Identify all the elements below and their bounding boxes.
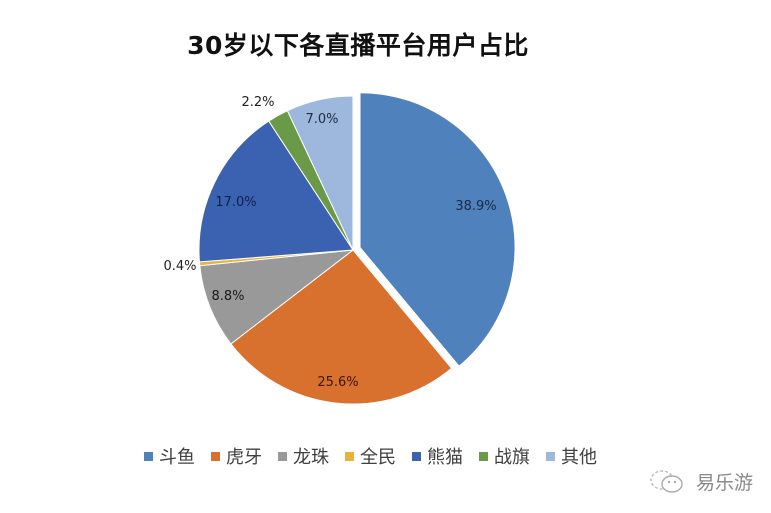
- pie-slice-3: [199, 249, 355, 345]
- legend-swatch-icon: [412, 451, 421, 461]
- legend-item: 熊猫: [412, 443, 463, 469]
- slice-label: 38.9%: [455, 199, 496, 214]
- pie-slice-7: [286, 95, 354, 251]
- legend-label: 虎牙: [226, 447, 262, 468]
- legend-label: 战旗: [494, 447, 530, 468]
- legend-swatch-icon: [345, 451, 354, 461]
- legend-item: 战旗: [479, 443, 530, 469]
- slice-label: 7.0%: [305, 112, 338, 127]
- legend-label: 斗鱼: [159, 447, 195, 468]
- legend-item: 全民: [345, 443, 396, 469]
- legend-item: 其他: [546, 443, 597, 469]
- legend-item: 斗鱼: [144, 443, 195, 469]
- legend-label: 全民: [360, 447, 396, 468]
- legend-item: 虎牙: [211, 443, 262, 469]
- legend-label: 其他: [561, 447, 597, 468]
- slice-label: 2.2%: [241, 95, 274, 110]
- legend-swatch-icon: [211, 451, 220, 461]
- pie-slice-2: [230, 249, 453, 405]
- chart-title: 30岁以下各直播平台用户占比: [187, 31, 529, 60]
- pie-slice-1: [360, 93, 515, 366]
- legend: 斗鱼 虎牙 龙珠 全民 熊猫 战旗 其他: [144, 444, 597, 468]
- slice-label: 25.6%: [317, 375, 358, 390]
- legend-label: 熊猫: [427, 447, 463, 468]
- legend-swatch-icon: [546, 451, 555, 461]
- wechat-icon: [650, 469, 683, 493]
- legend-swatch-icon: [278, 451, 287, 461]
- watermark: 易乐游: [648, 468, 753, 495]
- watermark-text: 易乐游: [696, 472, 754, 494]
- slice-label: 8.8%: [211, 289, 244, 304]
- slice-label: 17.0%: [215, 195, 256, 210]
- legend-item: 龙珠: [278, 443, 329, 469]
- slice-label: 0.4%: [163, 259, 196, 274]
- pie-slice-5: [198, 120, 354, 263]
- legend-swatch-icon: [479, 451, 488, 461]
- legend-label: 龙珠: [293, 447, 329, 468]
- legend-swatch-icon: [144, 451, 153, 461]
